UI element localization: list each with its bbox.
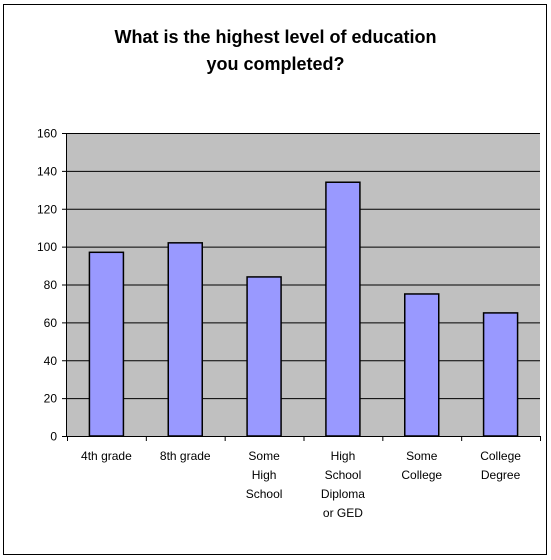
x-tick-label: 8th grade bbox=[160, 449, 211, 463]
bar bbox=[246, 276, 282, 437]
chart-title-line-2: you completed? bbox=[206, 54, 345, 74]
x-tick-label: High School Diploma or GED bbox=[321, 449, 365, 520]
y-tick-label: 140 bbox=[37, 164, 57, 178]
y-axis-ticks: 0 20 40 60 80 100 120 140 160 bbox=[37, 127, 67, 444]
x-tick-label: Some College bbox=[401, 449, 442, 482]
bar bbox=[167, 242, 203, 437]
chart-title-line-1: What is the highest level of education bbox=[114, 27, 437, 47]
gridlines bbox=[67, 133, 540, 400]
x-axis-ticks: 4th grade 8th grade Some High School High Scho… bbox=[67, 436, 541, 520]
bar bbox=[88, 251, 125, 437]
chart-title: What is the highest level of education y… bbox=[0, 24, 551, 78]
x-tick-label: 4th grade bbox=[81, 449, 132, 463]
y-tick-label: 80 bbox=[44, 278, 58, 292]
y-tick-label: 0 bbox=[50, 430, 57, 444]
x-tick-label: College Degree bbox=[480, 449, 521, 482]
bar bbox=[325, 181, 361, 437]
bar bbox=[404, 293, 440, 437]
y-tick-label: 100 bbox=[37, 240, 57, 254]
y-tick-label: 40 bbox=[44, 354, 58, 368]
x-tick-label: Some High School bbox=[246, 449, 283, 501]
y-tick-label: 120 bbox=[37, 202, 57, 216]
y-tick-label: 60 bbox=[44, 316, 58, 330]
y-tick-label: 20 bbox=[44, 392, 58, 406]
y-tick-label: 160 bbox=[37, 127, 57, 141]
bar bbox=[482, 312, 519, 437]
